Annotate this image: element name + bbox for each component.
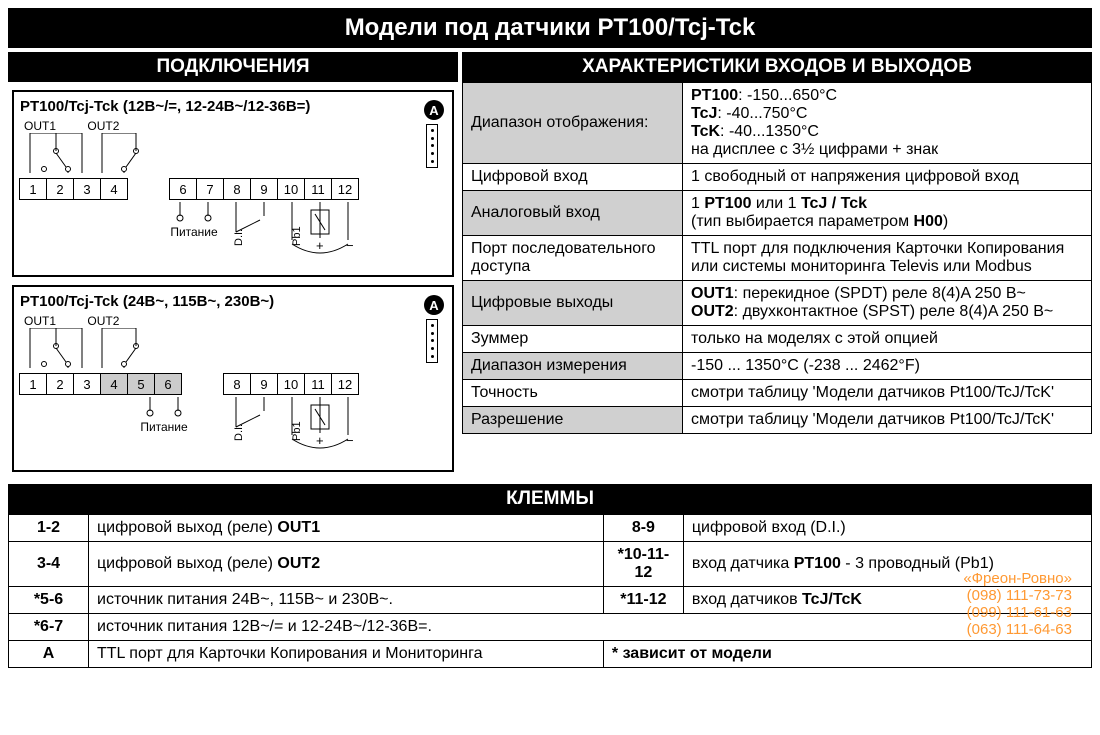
terminal-desc: цифровой вход (D.I.) <box>683 515 1091 542</box>
sensor-svg: Питание D.I. Pb1 + − <box>20 397 420 459</box>
wiring-diagram-2: PT100/Tcj-Tck (24В~, 115В~, 230В~) A OUT… <box>12 285 454 472</box>
terminal-row-2: 1 2 3 4 5 6 8 9 10 11 12 <box>20 373 446 395</box>
out2-label: OUT2 <box>87 314 119 328</box>
spec-value: -150 ... 1350°C (-238 ... 2462°F) <box>683 353 1092 380</box>
out1-label: OUT1 <box>24 314 56 328</box>
terminal-desc: TTL порт для Карточки Копирования и Мони… <box>89 641 604 668</box>
terminal: 2 <box>46 373 74 395</box>
terminal-key: *6-7 <box>9 614 89 641</box>
terminals-header: КЛЕММЫ <box>8 484 1092 514</box>
spec-value: только на моделях с этой опцией <box>683 326 1092 353</box>
spec-value: PT100: -150...650°CTcJ: -40...750°CTcK: … <box>683 83 1092 164</box>
spec-key: Порт последовательного доступа <box>463 236 683 281</box>
connections-column: ПОДКЛЮЧЕНИЯ PT100/Tcj-Tck (12В~/=, 12-24… <box>8 52 458 480</box>
svg-text:+: + <box>316 238 324 253</box>
spec-key: Диапазон измерения <box>463 353 683 380</box>
spec-key: Диапазон отображения: <box>463 83 683 164</box>
terminal: 12 <box>331 178 359 200</box>
out2-label: OUT2 <box>87 119 119 133</box>
terminal-desc: цифровой выход (реле) OUT1 <box>89 515 604 542</box>
spec-value: смотри таблицу 'Модели датчиков Pt100/Tc… <box>683 407 1092 434</box>
terminal: 3 <box>73 373 101 395</box>
ttl-port-icon <box>426 124 438 168</box>
terminal-desc: вход датчика PT100 - 3 проводный (Pb1) <box>683 542 1091 587</box>
relay-svg <box>20 328 400 368</box>
terminal: 10 <box>277 178 305 200</box>
terminal: 3 <box>73 178 101 200</box>
spec-key: Цифровые выходы <box>463 281 683 326</box>
sensor-svg: Питание D.I. Pb1 + − <box>20 202 420 264</box>
svg-text:D.I.: D.I. <box>233 229 245 246</box>
svg-text:Питание: Питание <box>140 420 188 434</box>
connections-header: ПОДКЛЮЧЕНИЯ <box>8 52 458 82</box>
terminal: 4 <box>100 373 128 395</box>
spec-key: Разрешение <box>463 407 683 434</box>
terminal: 9 <box>250 373 278 395</box>
spec-value: 1 PT100 или 1 TcJ / Tck(тип выбирается п… <box>683 191 1092 236</box>
spec-value: OUT1: перекидное (SPDT) реле 8(4)A 250 В… <box>683 281 1092 326</box>
terminal: 10 <box>277 373 305 395</box>
terminals-table: 1-2 цифровой выход (реле) OUT1 8-9 цифро… <box>8 514 1092 668</box>
terminal-key: 3-4 <box>9 542 89 587</box>
out-labels: OUT1 OUT2 <box>24 314 446 328</box>
diagram1-title: PT100/Tcj-Tck (12В~/=, 12-24В~/12-36В=) <box>20 98 446 115</box>
svg-text:+: + <box>316 433 324 448</box>
svg-text:Pb1: Pb1 <box>291 226 303 246</box>
terminal-key: *10-11-12 <box>603 542 683 587</box>
ttl-port-badge: A <box>424 100 444 120</box>
spec-key: Зуммер <box>463 326 683 353</box>
svg-text:−: − <box>346 433 354 448</box>
terminal: 6 <box>169 178 197 200</box>
terminal: 1 <box>19 373 47 395</box>
spec-key: Аналоговый вход <box>463 191 683 236</box>
terminal-row-1: 1 2 3 4 6 7 8 9 10 11 12 <box>20 178 446 200</box>
spec-key: Точность <box>463 380 683 407</box>
terminal-desc: источник питания 24В~, 115В~ и 230В~. <box>89 587 604 614</box>
out-labels: OUT1 OUT2 <box>24 119 446 133</box>
terminal-desc: цифровой выход (реле) OUT2 <box>89 542 604 587</box>
wiring-diagram-1: PT100/Tcj-Tck (12В~/=, 12-24В~/12-36В=) … <box>12 90 454 277</box>
terminal: 4 <box>100 178 128 200</box>
specs-table: Диапазон отображения:PT100: -150...650°C… <box>462 82 1092 434</box>
ttl-port-badge: A <box>424 295 444 315</box>
terminals-section: КЛЕММЫ 1-2 цифровой выход (реле) OUT1 8-… <box>8 484 1092 668</box>
terminal-key: 8-9 <box>603 515 683 542</box>
ttl-port-icon <box>426 319 438 363</box>
out1-label: OUT1 <box>24 119 56 133</box>
svg-text:Pb1: Pb1 <box>291 421 303 441</box>
svg-text:Питание: Питание <box>170 225 218 239</box>
terminal: 11 <box>304 178 332 200</box>
terminal: 1 <box>19 178 47 200</box>
terminal: 7 <box>196 178 224 200</box>
terminal: 6 <box>154 373 182 395</box>
svg-text:−: − <box>346 238 354 253</box>
diagram2-title: PT100/Tcj-Tck (24В~, 115В~, 230В~) <box>20 293 446 310</box>
terminal-key: *11-12 <box>603 587 683 614</box>
terminal: 11 <box>304 373 332 395</box>
spec-value: 1 свободный от напряжения цифровой вход <box>683 164 1092 191</box>
terminal-desc: вход датчиков TcJ/TcK <box>683 587 1091 614</box>
terminal: 5 <box>127 373 155 395</box>
terminal: 8 <box>223 178 251 200</box>
spec-key: Цифровой вход <box>463 164 683 191</box>
terminal-note: * зависит от модели <box>603 641 1091 668</box>
main-title: Модели под датчики PT100/Tcj-Tck <box>8 8 1092 48</box>
relay-svg <box>20 133 400 173</box>
terminal: 2 <box>46 178 74 200</box>
terminal-key: *5-6 <box>9 587 89 614</box>
terminal: 8 <box>223 373 251 395</box>
terminal-key: A <box>9 641 89 668</box>
spec-value: TTL порт для подключения Карточки Копиро… <box>683 236 1092 281</box>
svg-text:D.I.: D.I. <box>233 424 245 441</box>
specs-column: ХАРАКТЕРИСТИКИ ВХОДОВ И ВЫХОДОВ Диапазон… <box>462 52 1092 480</box>
terminal-desc: источник питания 12В~/= и 12-24В~/12-36В… <box>89 614 1092 641</box>
terminal-key: 1-2 <box>9 515 89 542</box>
terminal: 12 <box>331 373 359 395</box>
spec-value: смотри таблицу 'Модели датчиков Pt100/Tc… <box>683 380 1092 407</box>
terminal: 9 <box>250 178 278 200</box>
specs-header: ХАРАКТЕРИСТИКИ ВХОДОВ И ВЫХОДОВ <box>462 52 1092 82</box>
